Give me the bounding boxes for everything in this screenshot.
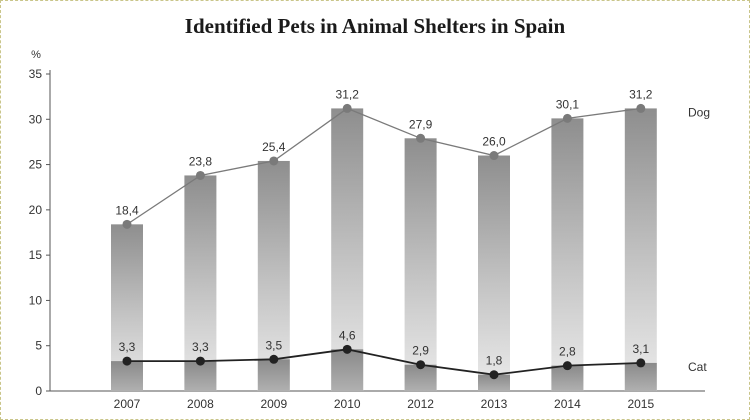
y-tick-label: 35	[29, 67, 43, 81]
y-tick-label: 5	[35, 339, 42, 353]
x-tick-label: 2012	[407, 397, 434, 411]
cat-point	[342, 344, 352, 354]
x-tick-label: 2007	[114, 397, 141, 411]
cat-point	[636, 358, 646, 368]
dog-data-label: 31,2	[336, 87, 360, 101]
dog-point	[195, 170, 205, 180]
x-tick-label: 2014	[554, 397, 581, 411]
cat-point	[195, 356, 205, 366]
x-tick-label: 2008	[187, 397, 214, 411]
dog-point	[416, 133, 426, 143]
cat-point	[562, 361, 572, 371]
dog-point	[122, 219, 132, 229]
cat-bar	[331, 349, 364, 391]
dog-bar	[257, 160, 290, 391]
dog-series-label: Dog	[688, 105, 710, 119]
chart-title: Identified Pets in Animal Shelters in Sp…	[184, 14, 566, 38]
dog-bar	[551, 118, 584, 391]
cat-data-label: 3,5	[265, 338, 282, 352]
dog-bar	[478, 155, 510, 391]
y-tick-label: 15	[29, 248, 43, 262]
y-tick-label: 0	[35, 384, 42, 398]
dog-point	[342, 103, 352, 113]
cat-point	[122, 356, 132, 366]
cat-series-label: Cat	[688, 360, 707, 374]
x-tick-label: 2013	[481, 397, 508, 411]
dog-point	[636, 103, 646, 113]
dog-bar	[184, 175, 217, 391]
y-tick-label: 25	[29, 158, 43, 172]
cat-bar	[478, 374, 510, 391]
cat-data-label: 4,6	[339, 328, 356, 342]
x-tick-label: 2010	[334, 397, 361, 411]
cat-line	[127, 348, 641, 376]
cat-bar	[111, 361, 143, 391]
y-tick-label: 10	[29, 293, 43, 307]
dog-data-label: 30,1	[556, 97, 580, 111]
dog-bar	[331, 108, 364, 391]
cat-data-label: 2,8	[559, 345, 576, 359]
dog-data-label: 27,9	[409, 117, 433, 131]
dog-data-label: 23,8	[189, 154, 213, 168]
y-tick-label: 20	[29, 203, 43, 217]
cat-bar	[257, 359, 290, 391]
cat-point	[416, 360, 426, 370]
dog-point	[489, 151, 499, 161]
x-tick-label: 2009	[260, 397, 287, 411]
cat-bar	[184, 361, 217, 391]
x-tick-label: 2015	[627, 397, 654, 411]
cat-bar	[624, 362, 657, 391]
cat-data-label: 2,9	[412, 344, 429, 358]
dog-bar	[624, 108, 657, 391]
dog-data-label: 18,4	[115, 203, 139, 217]
dog-bar	[404, 138, 437, 391]
dog-line	[126, 107, 641, 225]
cat-data-label: 3,3	[192, 340, 209, 354]
cat-point	[269, 354, 279, 364]
y-axis-unit: %	[31, 49, 41, 61]
dog-data-label: 25,4	[262, 140, 286, 154]
y-tick-label: 30	[29, 112, 43, 126]
dog-data-label: 26,0	[482, 135, 506, 149]
cat-data-label: 1,8	[486, 354, 503, 368]
cat-data-label: 3,3	[119, 340, 136, 354]
dog-point	[269, 156, 279, 166]
dog-point	[562, 113, 572, 123]
cat-data-label: 3,1	[632, 342, 649, 356]
dog-data-label: 31,2	[629, 87, 653, 101]
cat-point	[489, 370, 499, 380]
